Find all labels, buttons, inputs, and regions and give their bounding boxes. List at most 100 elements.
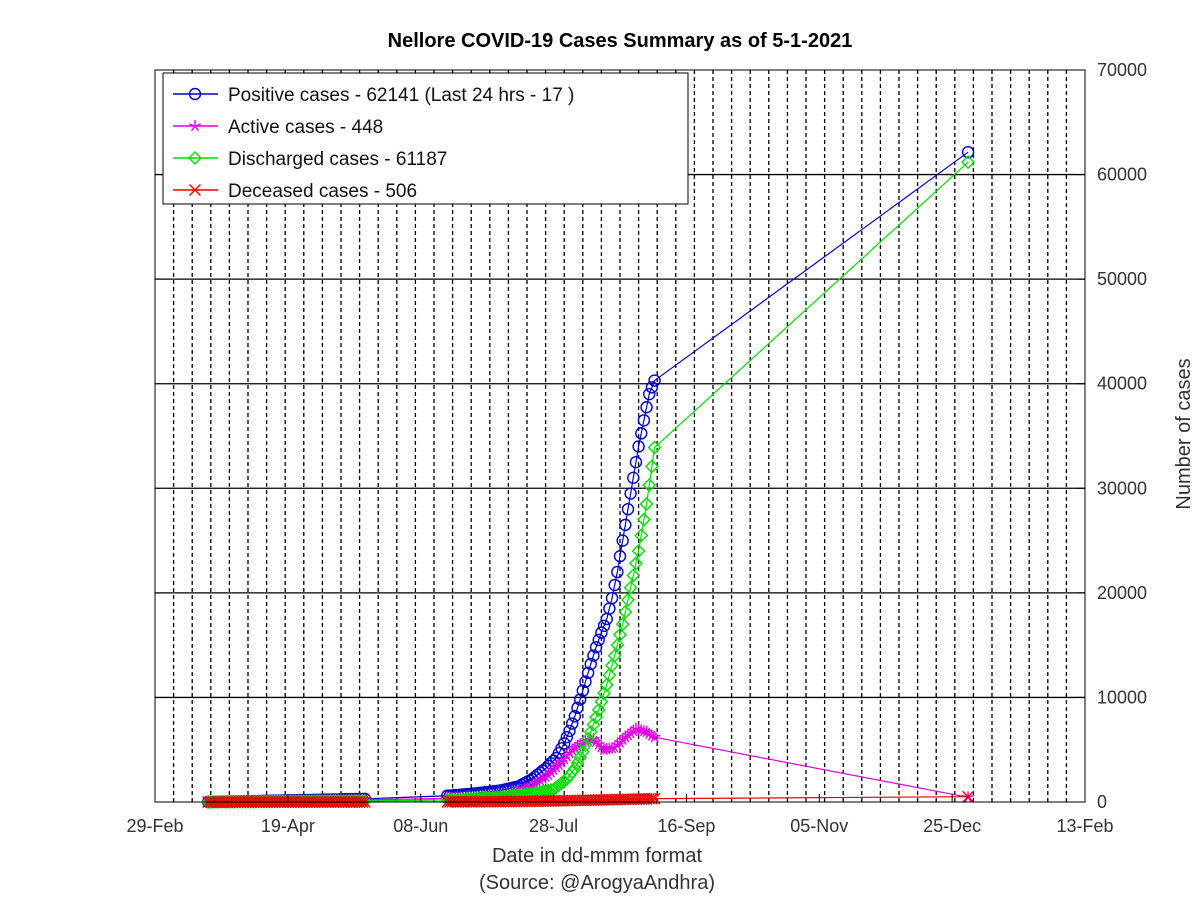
- data-point: [648, 731, 661, 743]
- data-point: [636, 512, 651, 527]
- data-point: [560, 730, 574, 744]
- data-point: [568, 710, 582, 723]
- data-point: [613, 550, 627, 563]
- x-axis-ticks: 29-Feb 19-Apr 08-Jun 28-Jul 16-Sep 05-Nov 25-D…: [126, 794, 1114, 836]
- x-tick-label: 13-Feb: [1056, 816, 1113, 836]
- data-point: [642, 478, 657, 493]
- data-point: [644, 459, 659, 474]
- data-point: [573, 693, 587, 706]
- data-point: [600, 743, 613, 755]
- x-tick-label: 29-Feb: [126, 816, 183, 836]
- x-tick-label: 28-Jul: [529, 816, 578, 836]
- y-tick-label: 0: [1097, 792, 1107, 812]
- x-tick-label: 16-Sep: [657, 816, 715, 836]
- data-point: [623, 580, 638, 595]
- data-point: [961, 155, 976, 170]
- data-point: [607, 648, 622, 663]
- data-point: [611, 565, 624, 579]
- y-tick-label: 50000: [1097, 269, 1147, 289]
- data-point: [597, 686, 612, 701]
- data-point: [565, 765, 580, 780]
- data-point: [591, 702, 606, 717]
- data-point: [558, 737, 571, 750]
- data-point: [621, 503, 635, 516]
- data-point: [626, 568, 641, 583]
- legend-marker: [188, 151, 202, 165]
- data-point: [571, 701, 584, 715]
- legend: Positive cases - 62141 (Last 24 hrs - 17…: [162, 72, 689, 205]
- x-tick-label: 08-Jun: [393, 816, 448, 836]
- data-point: [570, 755, 585, 770]
- data-point: [627, 471, 640, 485]
- data-point: [605, 591, 619, 605]
- legend-box: [162, 72, 689, 205]
- legend-marker: [189, 184, 201, 196]
- plot-frame: [154, 69, 1086, 803]
- data-point: [538, 784, 553, 799]
- y-tick-label: 10000: [1097, 687, 1147, 707]
- legend-marker: [188, 87, 202, 101]
- data-point: [599, 677, 614, 692]
- data-point: [567, 761, 582, 776]
- y-tick-label: 40000: [1097, 374, 1147, 394]
- data-point: [648, 374, 661, 387]
- legend-entry: Positive cases - 62141 (Last 24 hrs - 17…: [173, 85, 574, 106]
- data-point: [639, 496, 654, 511]
- legend-label: Active cases - 448: [228, 117, 383, 138]
- data-point: [618, 605, 633, 620]
- data-point: [608, 578, 621, 592]
- data-point: [635, 427, 648, 440]
- legend-label: Positive cases - 62141 (Last 24 hrs - 17…: [228, 85, 574, 106]
- data-point: [629, 455, 643, 469]
- data-point: [594, 694, 609, 709]
- data-point: [634, 528, 649, 543]
- data-point: [616, 534, 629, 547]
- data-point: [579, 675, 592, 688]
- data-point: [613, 627, 627, 642]
- y-axis-label: Number of cases: [1173, 358, 1195, 509]
- data-point: [615, 617, 630, 632]
- data-point: [592, 633, 605, 647]
- legend-entry: Deceased cases - 506: [173, 181, 417, 202]
- data-point: [597, 619, 611, 632]
- data-point: [640, 401, 653, 414]
- x-axis-label: Date in dd-mmm format: [492, 845, 702, 867]
- data-point: [647, 440, 662, 455]
- legend-label: Deceased cases - 506: [228, 181, 417, 202]
- data-point: [589, 641, 603, 654]
- data-point: [961, 145, 975, 159]
- legend-label: Discharged cases - 61187: [228, 149, 447, 170]
- legend-marker: [189, 120, 201, 132]
- y-tick-label: 60000: [1097, 165, 1147, 185]
- data-point: [620, 592, 635, 607]
- y-tick-label: 30000: [1097, 478, 1147, 498]
- y-axis-ticks: 0 10000 20000 30000 40000 50000 60000 70000: [1077, 60, 1147, 812]
- data-point: [643, 387, 656, 401]
- data-point: [619, 518, 632, 532]
- data-point: [565, 717, 579, 730]
- data-point: [595, 626, 608, 639]
- x-tick-label: 05-Nov: [790, 816, 848, 836]
- data-point: [637, 414, 651, 427]
- data-point: [587, 649, 600, 662]
- data-point: [581, 666, 595, 680]
- data-point: [632, 440, 645, 453]
- data-point: [631, 544, 646, 559]
- data-point: [645, 381, 659, 394]
- data-point: [573, 750, 588, 765]
- x-tick-label: 25-Dec: [923, 816, 981, 836]
- data-point: [624, 487, 637, 500]
- data-point: [602, 668, 617, 683]
- data-point: [576, 684, 589, 697]
- data-point: [962, 790, 975, 803]
- data-point: [610, 638, 625, 653]
- x-tick-label: 19-Apr: [261, 816, 315, 836]
- series-line: [208, 151, 969, 803]
- legend-entry: Discharged cases - 61187: [173, 149, 447, 170]
- data-point: [628, 556, 643, 571]
- x-axis-source-label: (Source: @ArogyaAndhra): [479, 872, 715, 894]
- series-layer: [201, 145, 976, 809]
- chart-title: Nellore COVID-19 Cases Summary as of 5-1…: [388, 30, 853, 52]
- legend-entry: Active cases - 448: [173, 117, 383, 138]
